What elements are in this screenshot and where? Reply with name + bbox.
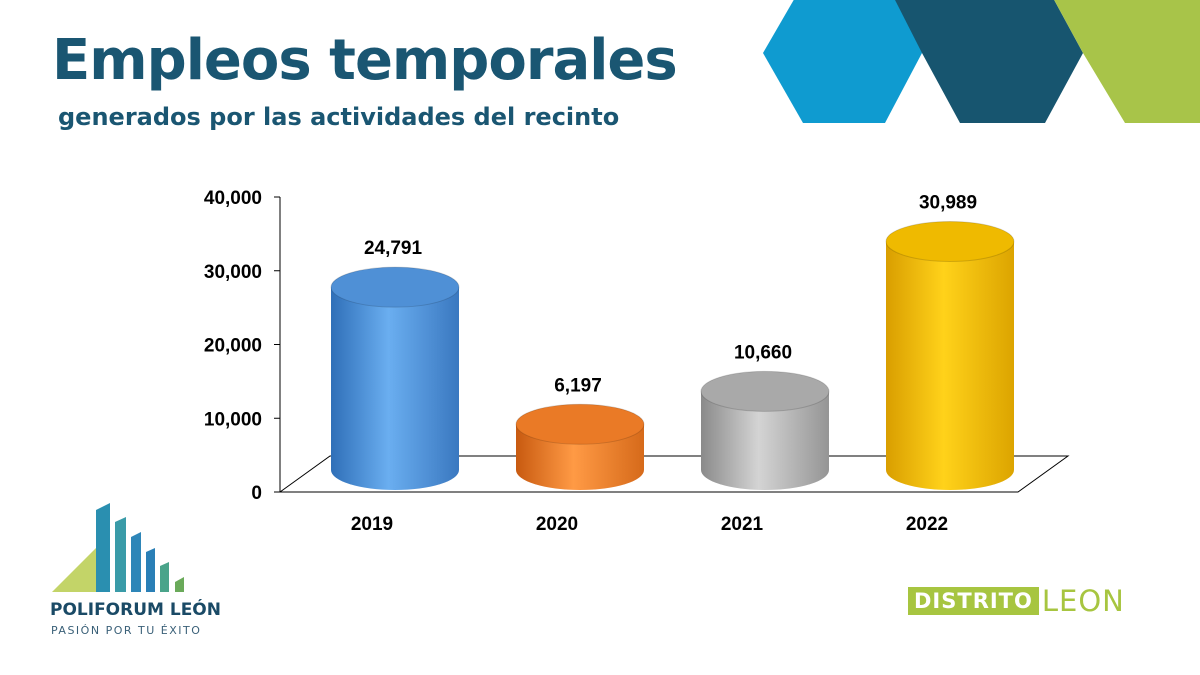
distrito-leon-logo: DISTRITO LEON: [908, 584, 1125, 618]
page-subtitle: generados por las actividades del recint…: [58, 103, 620, 131]
bar-2019: [330, 266, 460, 490]
bar-top: [515, 403, 645, 445]
bar-2020: [515, 403, 645, 490]
hexagon-light-blue: [763, 0, 922, 123]
distrito-logo-part1: DISTRITO: [908, 587, 1039, 615]
hexagon-dark-blue: [895, 0, 1083, 123]
x-tick-label: 2019: [351, 514, 393, 535]
bar-top: [700, 370, 830, 412]
poliforum-logo-tagline: PASIÓN POR TU ÉXITO: [51, 624, 202, 637]
bar-body: [886, 241, 1014, 490]
data-label: 6,197: [554, 375, 602, 396]
hexagon-green: [1054, 0, 1200, 123]
x-tick-label: 2020: [536, 514, 578, 535]
x-tick-label: 2022: [906, 514, 948, 535]
y-tick-label: 20,000: [204, 336, 262, 357]
x-tick-label: 2021: [721, 514, 764, 535]
page-title: Empleos temporales: [52, 28, 678, 93]
data-label: 24,791: [364, 238, 423, 259]
bar-top: [885, 220, 1015, 262]
data-label: 30,989: [919, 192, 977, 213]
y-tick-label: 0: [251, 483, 262, 504]
bar-body: [701, 391, 829, 490]
y-tick-label: 10,000: [204, 409, 262, 430]
y-tick-label: 40,000: [204, 188, 262, 209]
distrito-logo-part2: LEON: [1041, 584, 1125, 618]
bar-top: [330, 266, 460, 308]
data-label: 10,660: [734, 342, 792, 363]
y-tick-label: 30,000: [204, 262, 262, 283]
bar-2022: [885, 220, 1015, 490]
bar-2021: [700, 370, 830, 490]
bar-body: [331, 287, 459, 490]
poliforum-logo-name: POLIFORUM LEÓN: [50, 600, 221, 620]
